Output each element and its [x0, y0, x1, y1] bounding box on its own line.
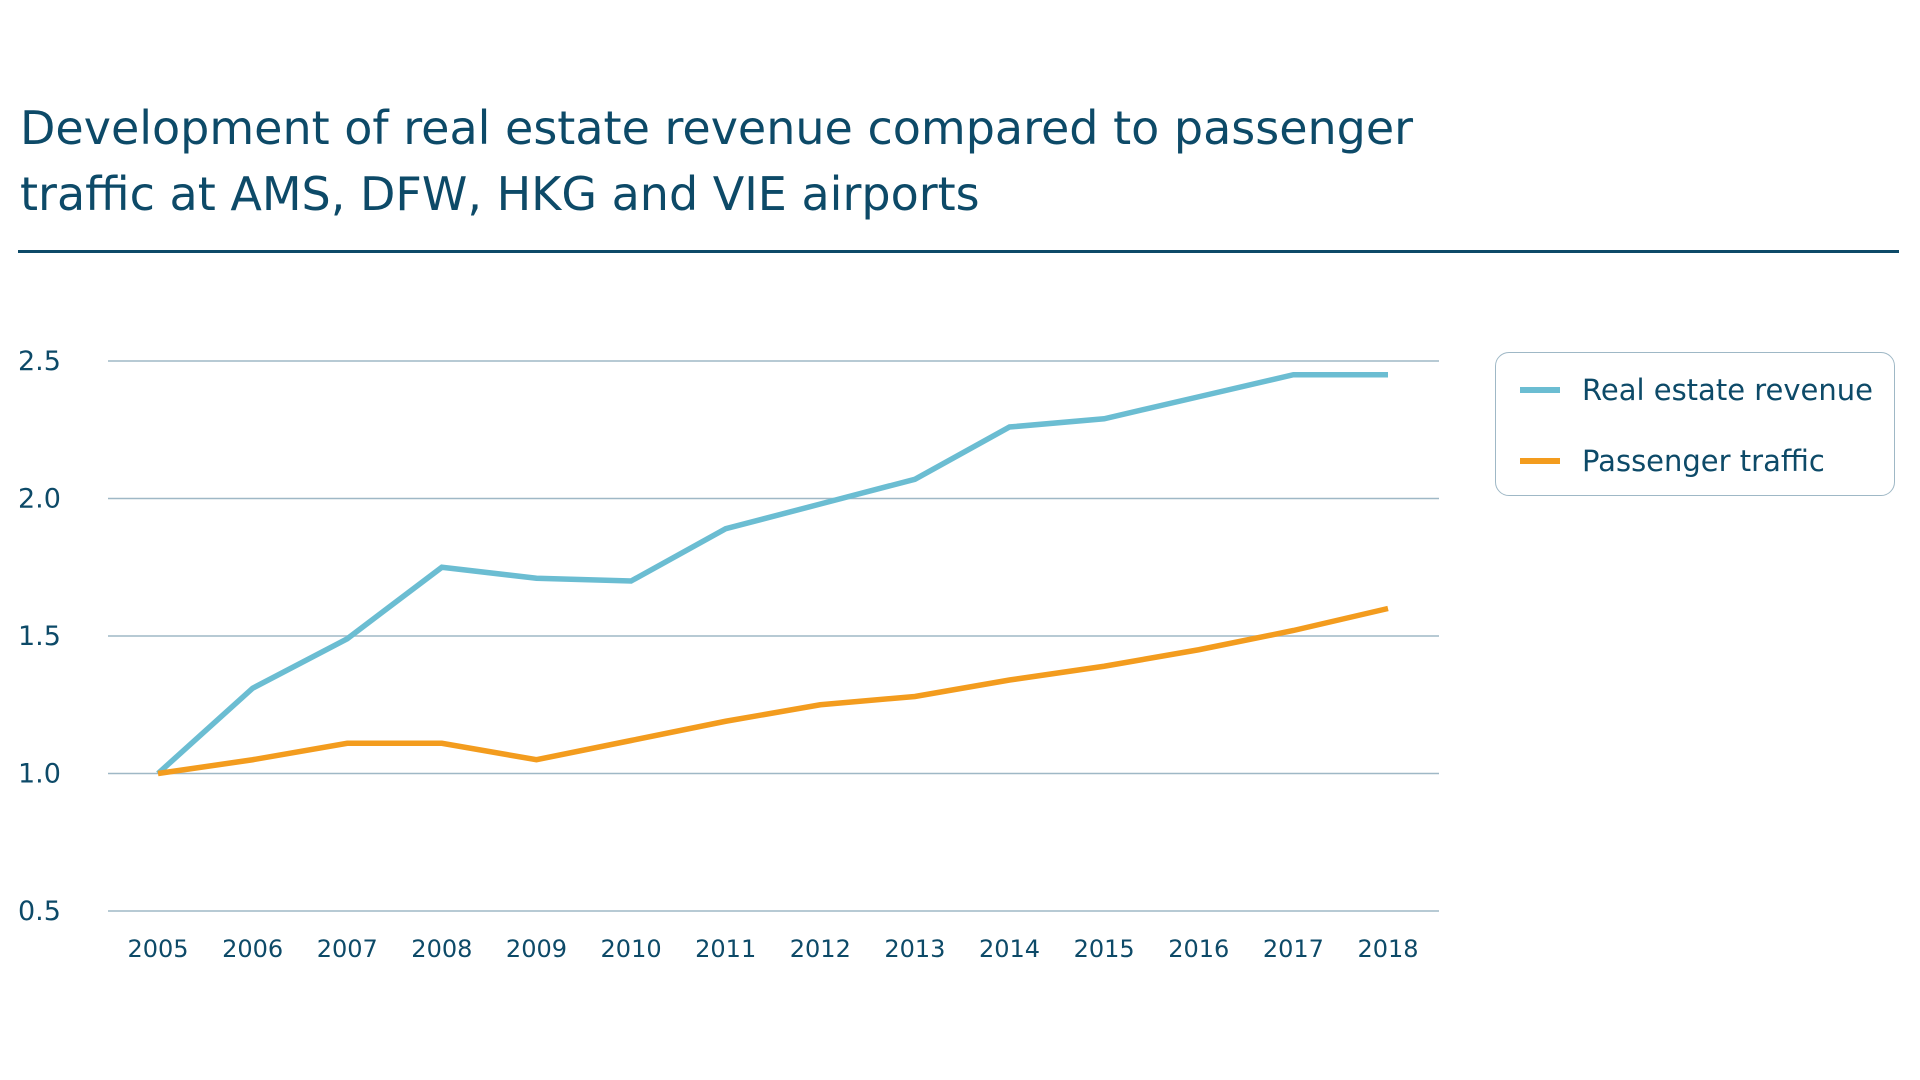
x-tick-label: 2005 [127, 935, 188, 963]
legend-swatch [1520, 458, 1560, 464]
y-tick-label: 2.0 [18, 484, 61, 515]
x-tick-label: 2016 [1168, 935, 1229, 963]
chart-title: Development of real estate revenue compa… [20, 101, 1414, 221]
x-tick-label: 2013 [884, 935, 945, 963]
y-tick-label: 0.5 [18, 896, 61, 927]
x-tick-label: 2011 [695, 935, 756, 963]
y-tick-label: 1.0 [18, 759, 61, 790]
x-tick-label: 2010 [601, 935, 662, 963]
series-line-real-estate-revenue [156, 372, 1388, 776]
x-tick-label: 2014 [979, 935, 1040, 963]
legend-swatch [1520, 387, 1560, 393]
y-tick-label: 2.5 [18, 346, 61, 377]
x-tick-label: 2008 [411, 935, 472, 963]
legend-label: Passenger traffic [1582, 444, 1825, 478]
legend-label: Real estate revenue [1582, 373, 1873, 407]
x-tick-label: 2015 [1074, 935, 1135, 963]
series-line-passenger-traffic [157, 605, 1389, 777]
x-tick-label: 2009 [506, 935, 567, 963]
legend-item-real-estate-revenue: Real estate revenue [1520, 373, 1873, 407]
x-tick-label: 2007 [317, 935, 378, 963]
x-tick-label: 2012 [790, 935, 851, 963]
legend-item-passenger-traffic: Passenger traffic [1520, 444, 1825, 478]
x-tick-label: 2017 [1263, 935, 1324, 963]
x-tick-label: 2018 [1357, 935, 1418, 963]
y-tick-label: 1.5 [18, 621, 61, 652]
legend: Real estate revenue Passenger traffic [1495, 352, 1895, 496]
title-divider [18, 250, 1899, 253]
x-tick-label: 2006 [222, 935, 283, 963]
